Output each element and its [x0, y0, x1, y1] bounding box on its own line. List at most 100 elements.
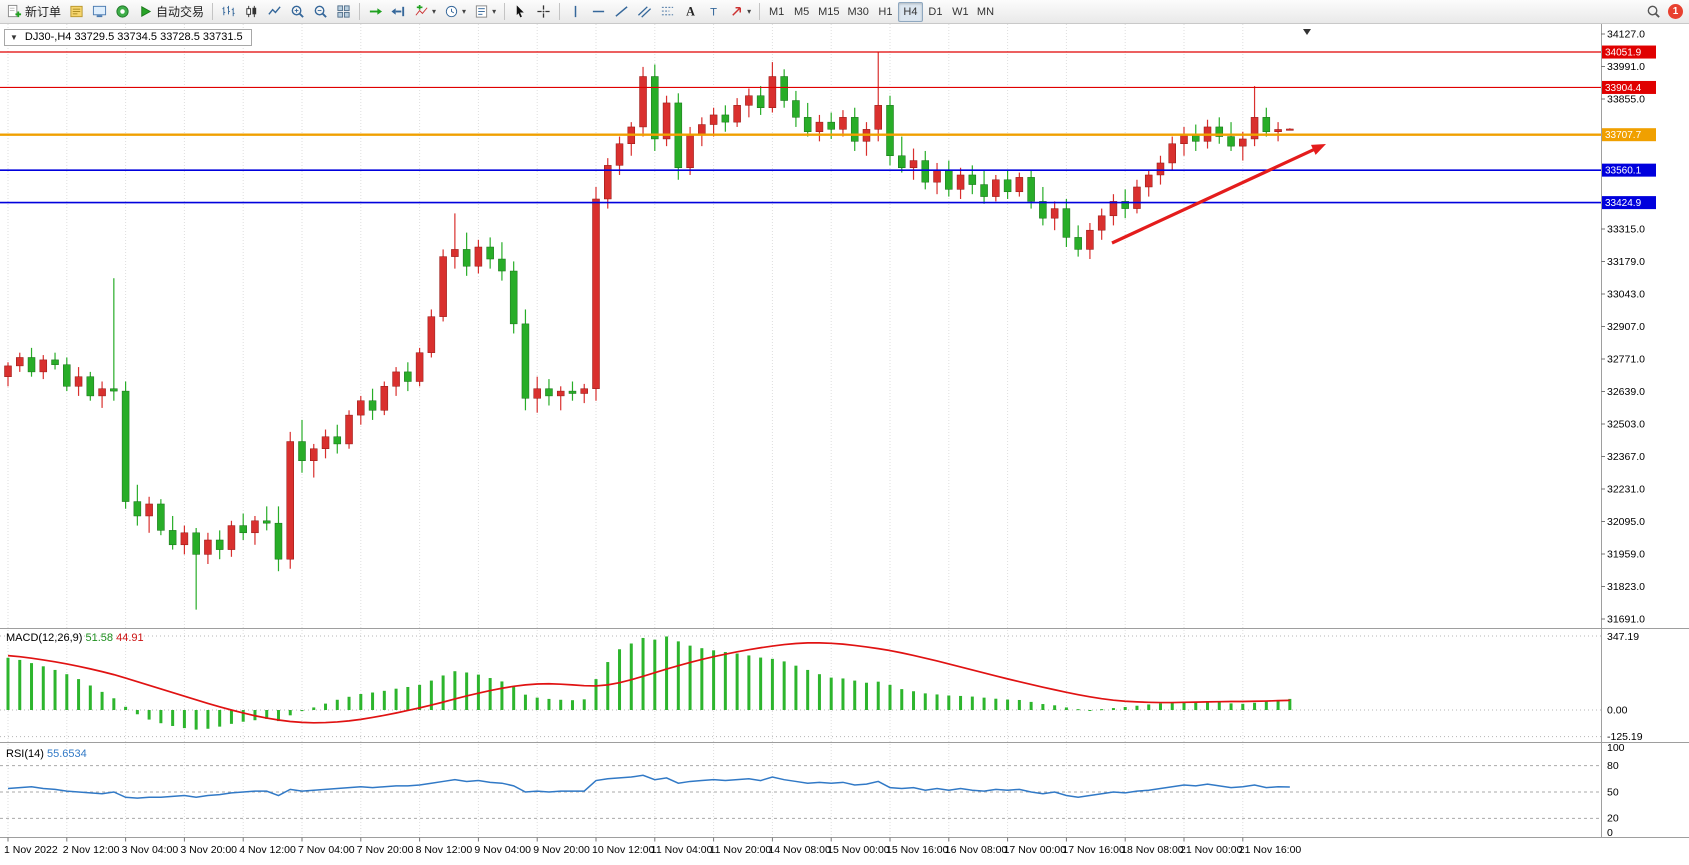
chart-end-marker-icon [1303, 29, 1311, 35]
price-line-badge: 34051.9 [1602, 45, 1656, 59]
svg-text:4 Nov 12:00: 4 Nov 12:00 [239, 844, 296, 856]
price-line-badge: 33707.7 [1602, 128, 1656, 142]
timeframe-m5-button[interactable]: M5 [789, 2, 814, 22]
terminal-button[interactable] [88, 2, 111, 22]
tile-windows-button[interactable] [332, 2, 355, 22]
candle-chart-button[interactable] [240, 2, 263, 22]
bar-chart-button[interactable] [217, 2, 240, 22]
line-chart-button[interactable] [263, 2, 286, 22]
cursor-button[interactable] [509, 2, 532, 22]
new-order-label: 新订单 [25, 5, 62, 19]
zoom-in-icon [290, 4, 305, 19]
templates-button[interactable]: ▾ [470, 2, 500, 22]
svg-text:33315.0: 33315.0 [1607, 224, 1645, 236]
search-icon [1646, 4, 1661, 19]
timeframe-h4-button[interactable]: H4 [897, 1, 923, 22]
trend-icon [614, 4, 629, 19]
macd-label: MACD(12,26,9) 51.58 44.91 [6, 632, 144, 644]
clock-icon [444, 4, 459, 19]
svg-text:32367.0: 32367.0 [1607, 451, 1645, 463]
chart-shift-button[interactable] [387, 2, 410, 22]
new-order-button[interactable]: 新订单 [3, 2, 65, 22]
price-lines-layer[interactable] [0, 51, 1601, 204]
macd-pane: MACD(12,26,9) 51.58 44.91 347.19 0.00 -125.… [0, 631, 1643, 743]
svg-text:32907.0: 32907.0 [1607, 321, 1645, 333]
rsi-pane: RSI(14) 55.6534 100 80 50 20 0 [0, 742, 1625, 839]
timeframe-h1-button[interactable]: H1 [873, 2, 898, 22]
collapse-arrow-icon[interactable]: ▼ [10, 32, 18, 42]
text-button[interactable]: A [679, 2, 702, 22]
search-button[interactable] [1642, 2, 1665, 22]
autotrading-button[interactable]: 自动交易 [134, 2, 208, 22]
svg-text:31691.0: 31691.0 [1607, 614, 1645, 626]
price-line-badge: 33904.4 [1602, 80, 1656, 94]
auto-scroll-button[interactable] [364, 2, 387, 22]
play-icon [138, 4, 153, 19]
chart-surface[interactable] [0, 24, 1601, 837]
svg-text:11 Nov 20:00: 11 Nov 20:00 [710, 844, 772, 856]
trendline-button[interactable] [610, 2, 633, 22]
svg-text:33424.9: 33424.9 [1605, 198, 1642, 209]
indicators-button[interactable]: ▾ [410, 2, 440, 22]
svg-text:14 Nov 08:00: 14 Nov 08:00 [768, 844, 831, 856]
chart-window[interactable]: 34127.0 33991.0 33855.0 33315.0 33179.0 33043… [0, 24, 1689, 865]
timeframe-m15-button[interactable]: M15 [814, 2, 843, 22]
bars-icon [221, 4, 236, 19]
svg-text:347.19: 347.19 [1607, 631, 1639, 643]
timeframe-m30-button[interactable]: M30 [844, 2, 873, 22]
svg-text:21 Nov 00:00: 21 Nov 00:00 [1180, 844, 1243, 856]
toolbar-separator [759, 3, 761, 20]
timeframe-m1-button[interactable]: M1 [764, 2, 789, 22]
tile-icon [336, 4, 351, 19]
autoscroll-icon [368, 4, 383, 19]
svg-text:33904.4: 33904.4 [1605, 83, 1642, 94]
trend-arrow-annotation[interactable] [1111, 144, 1326, 245]
zoom-in-button[interactable] [286, 2, 309, 22]
timeframe-mn-button[interactable]: MN [973, 2, 998, 22]
svg-text:A: A [686, 5, 695, 19]
crosshair-button[interactable] [532, 2, 555, 22]
svg-text:3 Nov 20:00: 3 Nov 20:00 [180, 844, 237, 856]
svg-text:32231.0: 32231.0 [1607, 484, 1645, 496]
hline-icon [591, 4, 606, 19]
chevron-down-icon: ▾ [747, 7, 752, 16]
svg-text:50: 50 [1607, 787, 1619, 799]
svg-text:7 Nov 04:00: 7 Nov 04:00 [298, 844, 355, 856]
toolbar-separator [359, 3, 361, 20]
svg-text:33179.0: 33179.0 [1607, 256, 1645, 268]
zoom-out-button[interactable] [309, 2, 332, 22]
timeframe-w1-button[interactable]: W1 [948, 2, 973, 22]
notification-badge[interactable]: 1 [1668, 4, 1683, 19]
periods-button[interactable]: ▾ [440, 2, 470, 22]
time-axis[interactable]: 1 Nov 2022 2 Nov 12:00 3 Nov 04:00 3 Nov 20… [4, 837, 1302, 857]
channel-button[interactable] [633, 2, 656, 22]
svg-text:20: 20 [1607, 813, 1619, 825]
arrows-button[interactable]: ▾ [725, 2, 755, 22]
svg-text:33855.0: 33855.0 [1607, 94, 1645, 106]
svg-text:10 Nov 12:00: 10 Nov 12:00 [592, 844, 655, 856]
cursor-icon [513, 4, 528, 19]
price-axis[interactable]: 34127.0 33991.0 33855.0 33315.0 33179.0 33043… [1601, 29, 1656, 626]
horizontal-line-button[interactable] [587, 2, 610, 22]
autotrading-label: 自动交易 [156, 5, 205, 19]
toolbar-separator [559, 3, 561, 20]
metaeditor-icon [69, 4, 84, 19]
pane-separators [0, 24, 1689, 838]
timeframe-d1-button[interactable]: D1 [923, 2, 948, 22]
svg-text:31823.0: 31823.0 [1607, 581, 1645, 593]
text-a-icon: A [683, 4, 698, 19]
svg-text:3 Nov 04:00: 3 Nov 04:00 [122, 844, 179, 856]
chart-canvas[interactable]: 34127.0 33991.0 33855.0 33315.0 33179.0 33043… [0, 24, 1689, 865]
vertical-line-button[interactable] [564, 2, 587, 22]
svg-text:17 Nov 16:00: 17 Nov 16:00 [1062, 844, 1125, 856]
svg-text:16 Nov 08:00: 16 Nov 08:00 [945, 844, 1008, 856]
fibonacci-button[interactable] [656, 2, 679, 22]
metaeditor-button[interactable] [65, 2, 88, 22]
svg-text:8 Nov 12:00: 8 Nov 12:00 [416, 844, 473, 856]
price-line-badge: 33560.1 [1602, 163, 1656, 177]
data-window-button[interactable] [111, 2, 134, 22]
svg-text:-125.19: -125.19 [1607, 731, 1643, 743]
text-label-button[interactable]: T [702, 2, 725, 22]
svg-text:21 Nov 16:00: 21 Nov 16:00 [1239, 844, 1302, 856]
